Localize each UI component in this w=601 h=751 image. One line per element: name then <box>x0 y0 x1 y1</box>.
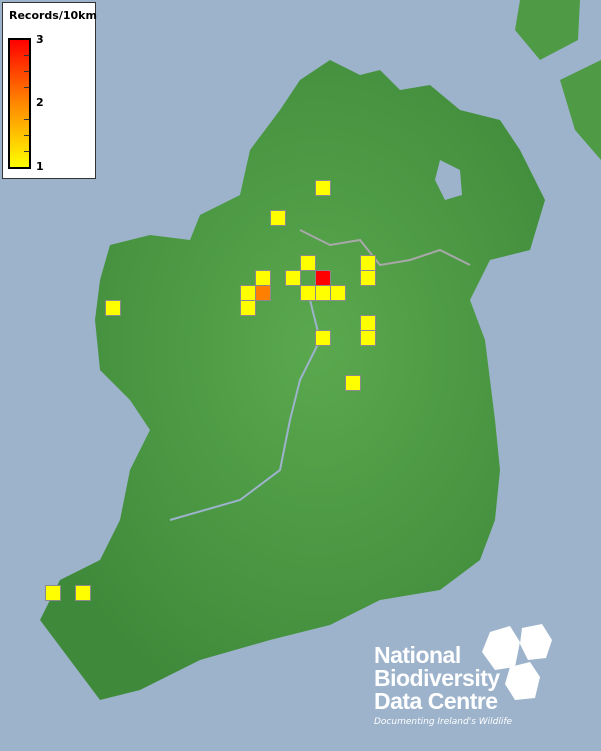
record-square[interactable] <box>75 585 91 601</box>
record-square[interactable] <box>240 300 256 316</box>
record-square[interactable] <box>315 285 331 301</box>
record-square[interactable] <box>360 330 376 346</box>
record-square[interactable] <box>45 585 61 601</box>
record-square[interactable] <box>285 270 301 286</box>
record-square[interactable] <box>300 255 316 271</box>
logo-hexagons-icon <box>482 624 552 700</box>
legend-color-bar <box>8 38 31 169</box>
record-square[interactable] <box>360 255 376 271</box>
record-square[interactable] <box>255 285 271 301</box>
logo-line-3: Data Centre <box>374 688 498 714</box>
record-square[interactable] <box>345 375 361 391</box>
northern-ireland-border <box>299 229 471 267</box>
legend-min-label: 1 <box>36 160 44 173</box>
legend-max-label: 3 <box>36 33 44 46</box>
legend: Records/10km 3 2 1 <box>2 2 97 179</box>
record-square[interactable] <box>270 210 286 226</box>
lough-neagh <box>435 160 462 200</box>
record-square[interactable] <box>105 300 121 316</box>
logo-tagline: Documenting Ireland's Wildlife <box>374 717 513 727</box>
nbdc-logo: National Biodiversity Data Centre Docume… <box>372 622 562 732</box>
record-square[interactable] <box>330 285 346 301</box>
ireland-landmass <box>40 60 545 700</box>
record-square[interactable] <box>255 270 271 286</box>
record-square[interactable] <box>300 285 316 301</box>
logo-line-2: Biodiversity <box>374 665 500 691</box>
record-square[interactable] <box>240 285 256 301</box>
record-square[interactable] <box>360 315 376 331</box>
logo-line-1: National <box>374 642 461 668</box>
record-square[interactable] <box>315 270 331 286</box>
legend-mid-label: 2 <box>36 96 44 109</box>
scotland-coast <box>515 0 601 160</box>
record-square[interactable] <box>315 330 331 346</box>
record-square[interactable] <box>315 180 331 196</box>
record-square[interactable] <box>360 270 376 286</box>
legend-title: Records/10km <box>9 9 97 22</box>
